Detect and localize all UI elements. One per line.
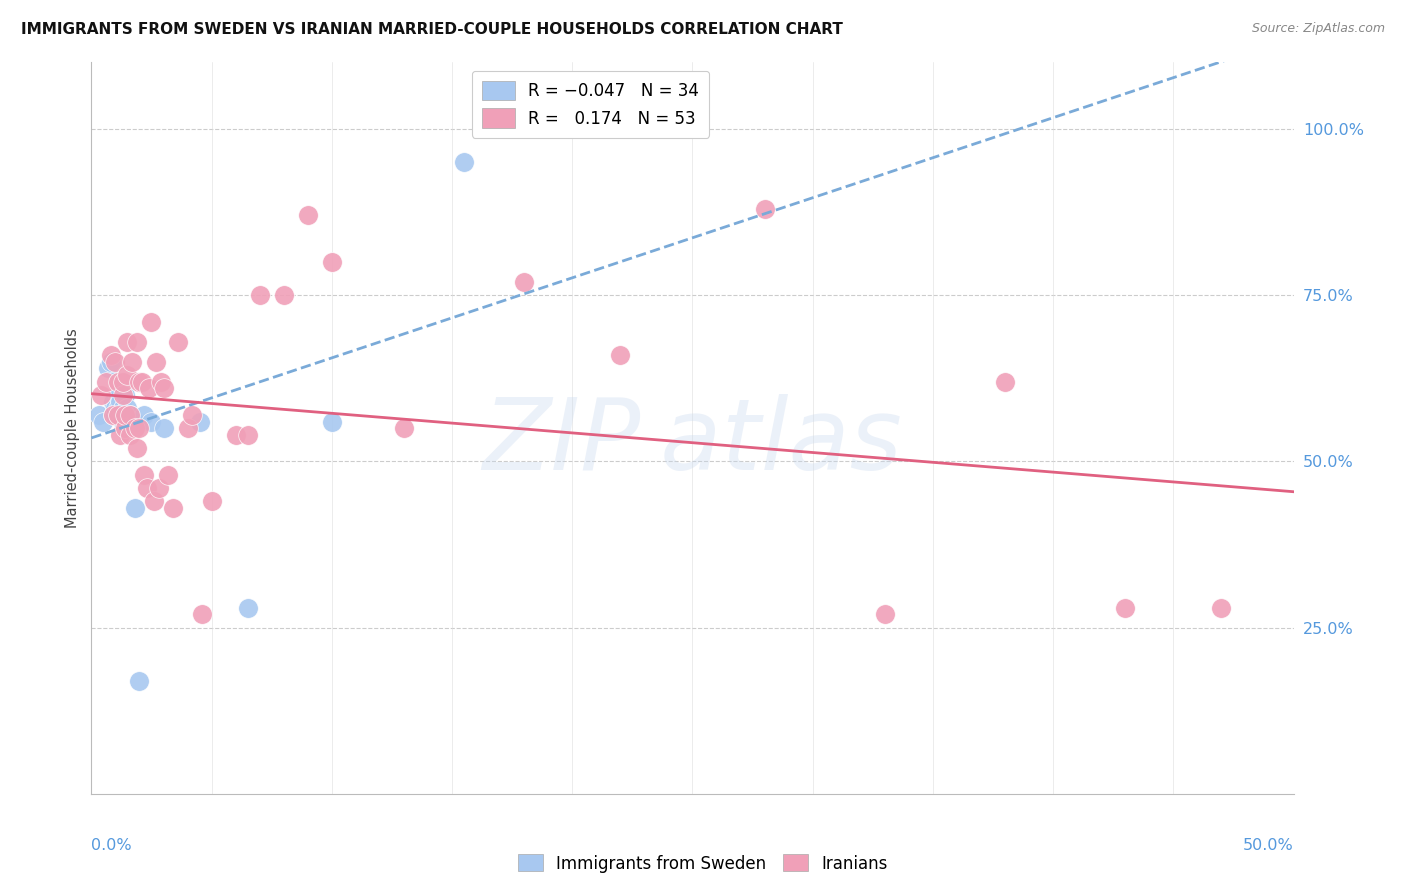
Point [236,427,259,442]
Point [110,394,132,409]
Point [1114,600,1136,615]
Point [114,408,136,422]
Point [117,334,139,349]
Point [236,600,259,615]
Legend: Immigrants from Sweden, Iranians: Immigrants from Sweden, Iranians [512,847,894,880]
Point [134,467,156,482]
Legend: R = −0.047   N = 34, R =   0.174   N = 53: R = −0.047 N = 34, R = 0.174 N = 53 [471,70,709,137]
Point [125,334,148,349]
Point [141,315,163,329]
Point [188,415,211,429]
Point [87,408,110,422]
Point [104,354,127,368]
Point [135,481,157,495]
Point [107,408,129,422]
Point [104,408,127,422]
Text: Source: ZipAtlas.com: Source: ZipAtlas.com [1251,22,1385,36]
Point [392,421,415,435]
Point [111,388,134,402]
Y-axis label: Married-couple Households: Married-couple Households [65,328,80,528]
Point [754,202,776,216]
Point [118,427,141,442]
Point [128,673,150,688]
Point [138,381,160,395]
Point [117,368,139,382]
Point [100,348,122,362]
Point [201,494,224,508]
Point [150,375,173,389]
Point [111,401,134,416]
Point [107,388,129,402]
Text: IMMIGRANTS FROM SWEDEN VS IRANIAN MARRIED-COUPLE HOUSEHOLDS CORRELATION CHART: IMMIGRANTS FROM SWEDEN VS IRANIAN MARRIE… [21,22,844,37]
Point [97,361,120,376]
Point [148,481,170,495]
Point [273,288,295,302]
Point [321,255,343,269]
Point [90,388,112,402]
Point [104,401,127,416]
Point [111,408,134,422]
Point [101,394,124,409]
Point [994,375,1017,389]
Point [162,500,184,515]
Point [513,275,536,289]
Text: 50.0%: 50.0% [1243,838,1294,853]
Point [225,427,247,442]
Point [114,421,136,435]
Point [181,408,204,422]
Point [110,401,132,416]
Point [128,421,150,435]
Point [152,421,174,435]
Point [124,421,146,435]
Point [1211,600,1233,615]
Point [609,348,631,362]
Point [453,155,475,169]
Point [117,401,139,416]
Point [101,408,124,422]
Point [249,288,271,302]
Point [157,467,180,482]
Point [117,415,139,429]
Point [117,408,139,422]
Point [111,415,134,429]
Point [176,421,198,435]
Point [142,494,165,508]
Point [111,375,134,389]
Point [167,334,190,349]
Point [94,375,117,389]
Point [134,408,156,422]
Point [114,408,136,422]
Point [321,415,343,429]
Text: 0.0%: 0.0% [91,838,132,853]
Point [873,607,896,622]
Point [118,408,141,422]
Point [124,415,146,429]
Point [107,375,129,389]
Point [118,408,141,422]
Point [121,354,143,368]
Point [152,381,174,395]
Point [107,408,129,422]
Point [128,375,150,389]
Point [93,415,115,429]
Point [107,401,129,416]
Point [110,427,132,442]
Point [100,354,122,368]
Point [297,208,319,222]
Point [191,607,214,622]
Text: ZIP atlas: ZIP atlas [482,394,903,491]
Point [101,408,124,422]
Point [110,408,132,422]
Point [131,375,153,389]
Point [145,354,167,368]
Point [125,441,148,455]
Point [118,415,141,429]
Point [124,500,146,515]
Point [141,415,163,429]
Point [114,388,136,402]
